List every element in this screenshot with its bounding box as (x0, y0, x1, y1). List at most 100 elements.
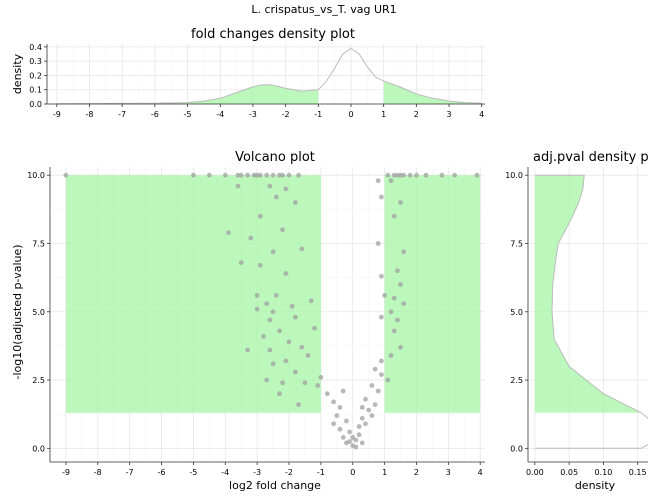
volcano-point (379, 372, 384, 377)
volcano-point (369, 383, 375, 388)
volcano-point (286, 339, 292, 345)
volcano-point (308, 298, 314, 304)
volcano-xlabel: log2 fold change (229, 479, 321, 492)
volcano-point (270, 309, 276, 315)
fold-density-axes: -9 -8 -7 -6 -5 -4 -3 -2 -1 0 1 2 3 4 0.0 0.1 0.2 0.3 0.4 (29, 43, 485, 119)
volcano-point (324, 391, 330, 397)
pval-x-tick-label: 0.05 (560, 468, 578, 477)
fold-y-tick-label: 0.0 (29, 100, 42, 109)
fold-x-tick-label: -8 (86, 110, 94, 119)
volcano-significance-regions (65, 175, 481, 413)
volcano-point (344, 418, 349, 424)
volcano-point (337, 405, 343, 410)
volcano-point (347, 439, 352, 444)
volcano-x-tick-label: -3 (253, 468, 261, 477)
pval-density-axes: 0.00 0.05 0.10 0.15 0.0 2.5 5.0 7.5 10.0 (505, 167, 648, 477)
fold-x-tick-label: -3 (249, 110, 257, 119)
volcano-point (340, 388, 346, 394)
volcano-point (340, 435, 346, 440)
fold-y-tick-label: 0.4 (29, 43, 42, 52)
volcano-point (245, 172, 251, 178)
volcano-point (305, 353, 311, 358)
volcano-point (289, 303, 295, 309)
fold-density-highlight (56, 81, 482, 104)
volcano-y-tick-label: 0.0 (32, 444, 45, 453)
volcano-point (401, 249, 407, 255)
volcano-point (334, 413, 340, 418)
volcano-point (401, 301, 407, 306)
volcano-point (375, 178, 381, 184)
volcano-point (372, 402, 378, 407)
pval-y-tick-label: 10.0 (505, 171, 523, 180)
volcano-point (315, 383, 321, 388)
pval-density-panel: adj.pval density plot density 0.000.050.… (505, 150, 648, 492)
volcano-point (350, 435, 356, 440)
volcano-point (423, 172, 429, 178)
volcano-x-tick-label: 1 (382, 468, 387, 477)
volcano-point (257, 262, 263, 268)
volcano-point (267, 347, 273, 353)
fold-x-tick-label: -2 (282, 110, 290, 119)
volcano-point (283, 271, 289, 276)
volcano-point (337, 426, 343, 432)
volcano-point (385, 172, 391, 178)
fold-x-tick-label: 4 (479, 110, 484, 119)
volcano-point (261, 334, 266, 339)
volcano-point (293, 200, 298, 205)
volcano-point (331, 421, 336, 427)
pval-density-line (534, 174, 648, 449)
volcano-point (414, 172, 419, 178)
volcano-point (379, 358, 384, 364)
volcano-point (248, 235, 254, 241)
volcano-point (63, 172, 69, 178)
volcano-x-tick-label: -6 (158, 468, 166, 477)
pval-density-xlabel: density (575, 479, 616, 492)
volcano-ylabel: -log10(adjusted p-value) (11, 244, 24, 379)
volcano-x-tick-label: 3 (446, 468, 451, 477)
volcano-point (379, 194, 384, 200)
volcano-point (474, 172, 480, 178)
fold-x-tick-label: -4 (216, 110, 224, 119)
volcano-x-tick-label: 2 (414, 468, 419, 477)
fold-density-left-region (56, 84, 319, 104)
volcano-point (267, 317, 273, 323)
volcano-x-tick-label: -7 (126, 468, 134, 477)
volcano-point (206, 172, 212, 178)
pval-density-curve (534, 174, 648, 449)
fold-x-tick-label: -1 (314, 110, 322, 119)
volcano-point (359, 440, 365, 446)
pval-x-tick-label: 0.00 (526, 468, 544, 477)
volcano-point (347, 429, 352, 435)
volcano-point (363, 396, 368, 402)
volcano-point (382, 293, 387, 298)
pval-y-tick-label: 2.5 (510, 376, 523, 385)
volcano-y-tick-label: 7.5 (32, 239, 45, 248)
fold-density-line (56, 47, 482, 105)
volcano-y-tick-label: 10.0 (27, 171, 45, 180)
volcano-point (353, 437, 359, 443)
pval-y-tick-label: 5.0 (510, 308, 523, 317)
volcano-point (277, 328, 282, 334)
fold-density-right-region (383, 81, 482, 104)
volcano-point (398, 344, 403, 350)
volcano-point (280, 227, 285, 233)
fold-y-tick-label: 0.1 (29, 86, 42, 95)
volcano-point (395, 317, 400, 323)
volcano-point (226, 230, 231, 236)
volcano-point (280, 380, 285, 386)
fold-y-tick-label: 0.3 (29, 57, 42, 66)
fold-x-tick-label: -5 (184, 110, 192, 119)
pval-x-tick-label: 0.10 (595, 468, 613, 477)
volcano-x-tick-label: 0 (350, 468, 355, 477)
volcano-point (296, 172, 301, 178)
volcano-point (401, 172, 407, 178)
volcano-x-tick-label: -4 (221, 468, 229, 477)
volcano-point (359, 405, 365, 410)
volcano-x-tick-label: -2 (285, 468, 293, 477)
volcano-x-tick-label: -5 (189, 468, 197, 477)
volcano-x-tick-label: 4 (478, 468, 483, 477)
volcano-point (388, 353, 394, 358)
volcano-point (379, 273, 384, 279)
volcano-point (257, 172, 263, 178)
